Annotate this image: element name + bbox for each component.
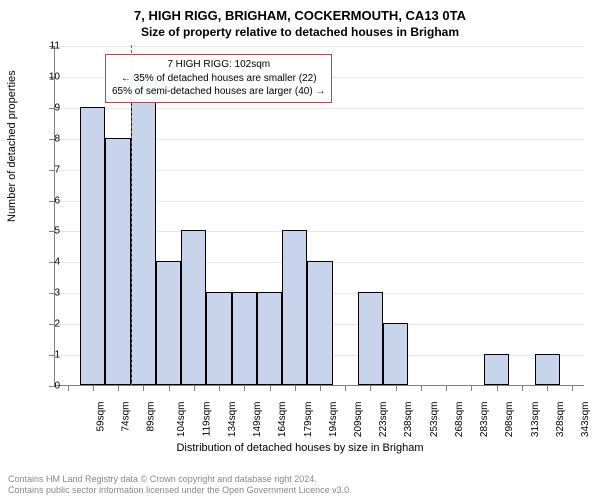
y-tick-label: 3 [42, 288, 60, 299]
gridline [55, 46, 584, 47]
y-tick-label: 2 [42, 319, 60, 330]
footer-line-1: Contains HM Land Registry data © Crown c… [8, 474, 352, 485]
x-tick [345, 385, 346, 391]
y-tick-label: 6 [42, 195, 60, 206]
x-tick-label: 253sqm [429, 402, 440, 438]
histogram-bar [257, 292, 282, 385]
histogram-bar [105, 138, 130, 385]
x-tick-label: 194sqm [328, 402, 339, 438]
histogram-bar [181, 230, 206, 385]
x-tick [471, 385, 472, 391]
x-tick [194, 385, 195, 391]
x-tick [320, 385, 321, 391]
chart-container: 7, HIGH RIGG, BRIGHAM, COCKERMOUTH, CA13… [0, 0, 600, 500]
histogram-bar [131, 76, 156, 385]
x-tick-label: 134sqm [227, 402, 238, 438]
x-tick [547, 385, 548, 391]
x-tick [522, 385, 523, 391]
histogram-bar [358, 292, 383, 385]
x-tick-label: 179sqm [303, 402, 314, 438]
histogram-bar [307, 261, 332, 385]
y-tick-label: 11 [42, 41, 60, 52]
x-tick [421, 385, 422, 391]
y-tick-label: 7 [42, 164, 60, 175]
x-tick [244, 385, 245, 391]
x-tick [497, 385, 498, 391]
histogram-bar [80, 107, 105, 385]
footer-line-2: Contains public sector information licen… [8, 485, 352, 496]
histogram-bar [282, 230, 307, 385]
y-tick-label: 4 [42, 257, 60, 268]
x-tick [143, 385, 144, 391]
chart-title: 7, HIGH RIGG, BRIGHAM, COCKERMOUTH, CA13… [0, 0, 600, 23]
x-tick-label: 343sqm [580, 402, 591, 438]
x-tick [270, 385, 271, 391]
x-tick-label: 59sqm [95, 402, 106, 432]
histogram-bar [156, 261, 181, 385]
x-tick [68, 385, 69, 391]
y-axis-title: Number of detached properties [6, 70, 18, 222]
y-tick-label: 5 [42, 226, 60, 237]
x-tick-label: 149sqm [252, 402, 263, 438]
x-axis-title: Distribution of detached houses by size … [0, 442, 600, 454]
x-tick-label: 283sqm [479, 402, 490, 438]
x-tick-label: 209sqm [353, 402, 364, 438]
y-tick-label: 1 [42, 350, 60, 361]
x-tick [219, 385, 220, 391]
y-tick-label: 10 [42, 71, 60, 82]
chart-subtitle: Size of property relative to detached ho… [0, 23, 600, 39]
annotation-line: 7 HIGH RIGG: 102sqm [112, 58, 325, 72]
x-tick-label: 74sqm [120, 402, 131, 432]
y-tick-label: 0 [42, 381, 60, 392]
x-tick [396, 385, 397, 391]
x-tick-label: 223sqm [378, 402, 389, 438]
footer-attribution: Contains HM Land Registry data © Crown c… [8, 474, 352, 497]
annotation-line: 65% of semi-detached houses are larger (… [112, 85, 325, 99]
histogram-bar [383, 323, 408, 385]
y-tick-label: 8 [42, 133, 60, 144]
x-tick-label: 268sqm [454, 402, 465, 438]
x-tick [295, 385, 296, 391]
plot-area: 7 HIGH RIGG: 102sqm← 35% of detached hou… [54, 46, 584, 386]
x-tick [446, 385, 447, 391]
x-tick [169, 385, 170, 391]
y-tick-label: 9 [42, 102, 60, 113]
annotation-line: ← 35% of detached houses are smaller (22… [112, 72, 325, 86]
x-tick-label: 164sqm [277, 402, 288, 438]
x-tick [118, 385, 119, 391]
histogram-bar [232, 292, 257, 385]
x-tick-label: 89sqm [146, 402, 157, 432]
histogram-bar [484, 354, 509, 385]
histogram-bar [535, 354, 560, 385]
x-tick-label: 313sqm [530, 402, 541, 438]
x-tick [572, 385, 573, 391]
histogram-bar [206, 292, 231, 385]
x-tick-label: 238sqm [404, 402, 415, 438]
x-tick-label: 298sqm [505, 402, 516, 438]
x-tick-label: 119sqm [201, 402, 212, 437]
x-tick [93, 385, 94, 391]
annotation-box: 7 HIGH RIGG: 102sqm← 35% of detached hou… [105, 54, 332, 103]
x-tick-label: 328sqm [555, 402, 566, 438]
x-tick-label: 104sqm [176, 402, 187, 438]
x-tick [370, 385, 371, 391]
